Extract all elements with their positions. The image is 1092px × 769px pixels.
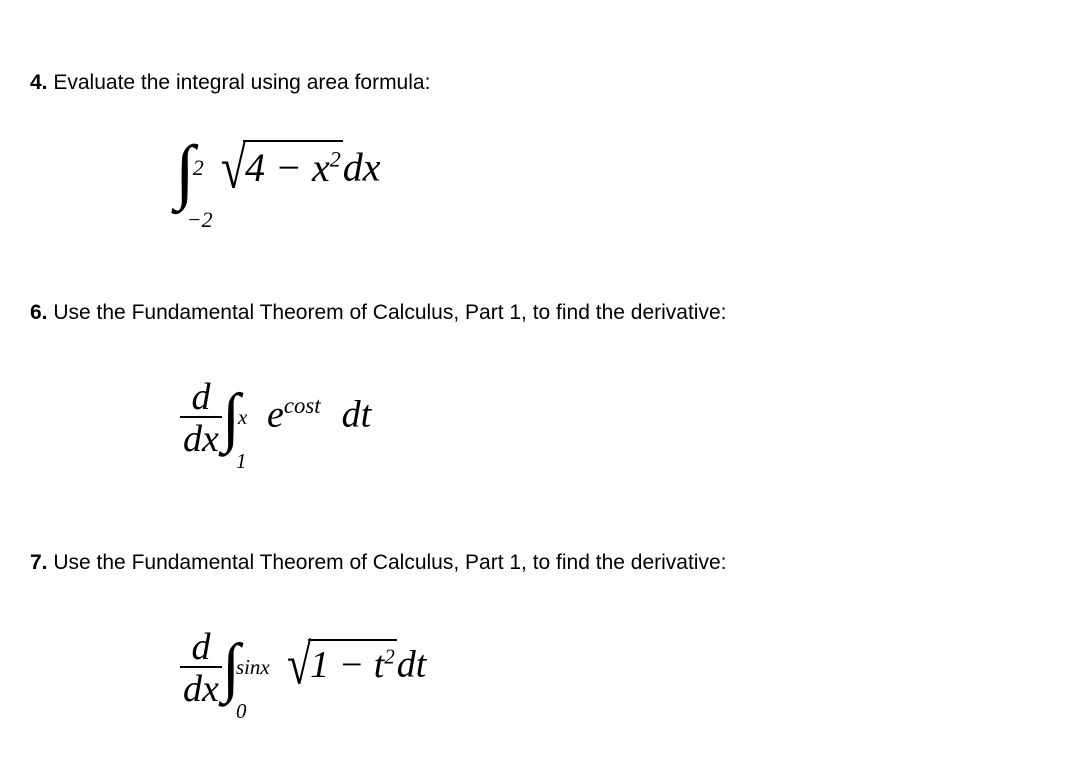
problem-text: Use the Fundamental Theorem of Calculus,…: [53, 301, 726, 324]
problem-number: 6.: [30, 301, 48, 324]
upper-limit: 2: [193, 155, 204, 181]
problem-4-prompt: 4. Evaluate the integral using area form…: [30, 68, 1062, 97]
radicand-const: 1 −: [310, 644, 374, 686]
radicand-var: x: [312, 145, 330, 190]
radicand-var: t: [374, 644, 385, 686]
radicand: 1 − t2: [308, 639, 397, 687]
differential: dt: [397, 644, 427, 686]
upper-limit: sinx: [236, 655, 270, 680]
frac-denominator: dx: [180, 668, 222, 708]
problem-number: 7.: [30, 551, 48, 574]
differential: dx: [343, 145, 381, 190]
frac-numerator: d: [180, 378, 222, 418]
exp-base: e: [267, 394, 284, 436]
radical-sign: √: [287, 631, 311, 697]
frac-denominator: dx: [180, 418, 222, 458]
equation-7: d dx ∫sinx0 √1 − t2dt: [180, 628, 426, 708]
problem-text: Evaluate the integral using area formula…: [53, 71, 430, 94]
problem-7-prompt: 7. Use the Fundamental Theorem of Calcul…: [30, 548, 1062, 577]
differential: dt: [342, 394, 372, 436]
radicand-exp: 2: [330, 146, 341, 171]
problem-6: 6. Use the Fundamental Theorem of Calcul…: [30, 298, 1062, 327]
problem-text: Use the Fundamental Theorem of Calculus,…: [53, 551, 726, 574]
lower-limit: 1: [236, 449, 246, 474]
lower-limit: 0: [236, 699, 246, 724]
radicand-const: 4 −: [245, 145, 312, 190]
radicand-exp: 2: [384, 644, 394, 668]
upper-limit: x: [238, 405, 247, 430]
radicand: 4 − x2: [243, 140, 343, 191]
d-dx-fraction: d dx: [180, 628, 222, 708]
exp-power: cost: [284, 393, 321, 418]
problem-6-prompt: 6. Use the Fundamental Theorem of Calcul…: [30, 298, 1062, 327]
equation-4: ∫2−2 √4 − x2dx: [175, 130, 381, 213]
radical-sign: √: [221, 133, 246, 202]
frac-numerator: d: [180, 628, 222, 668]
problem-7: 7. Use the Fundamental Theorem of Calcul…: [30, 548, 1062, 577]
equation-6: d dx ∫x1 ecost dt: [180, 378, 371, 458]
lower-limit: −2: [187, 207, 213, 233]
d-dx-fraction: d dx: [180, 378, 222, 458]
problem-4: 4. Evaluate the integral using area form…: [30, 68, 1062, 97]
problem-number: 4.: [30, 71, 48, 94]
